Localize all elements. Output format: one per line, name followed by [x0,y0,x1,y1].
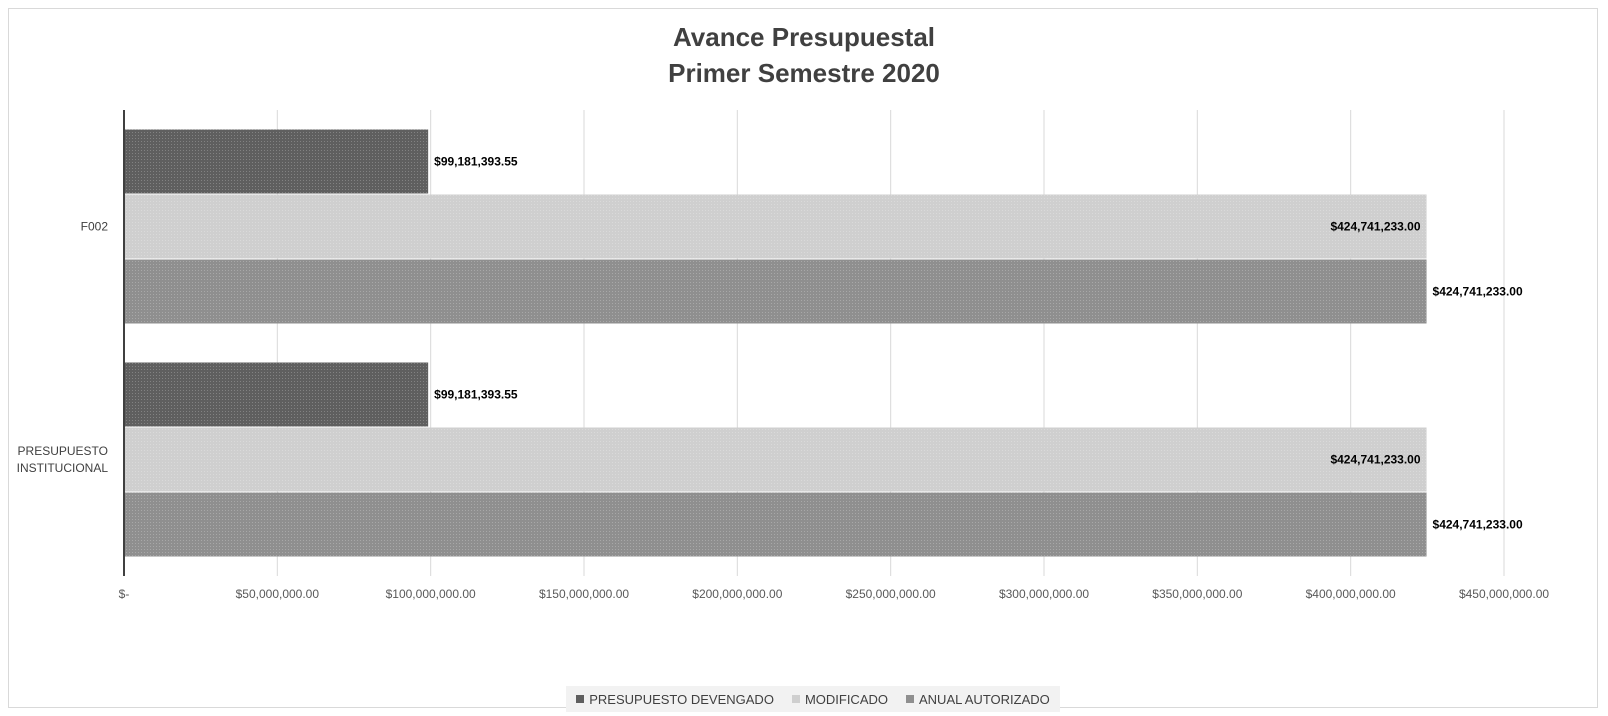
legend-label: PRESUPUESTO DEVENGADO [589,691,774,707]
bar-texture [124,427,1427,492]
x-tick-label: $250,000,000.00 [846,587,936,601]
bar-texture [124,259,1427,324]
bar-texture [124,194,1427,259]
category-label: PRESUPUESTO INSTITUCIONAL [17,444,109,475]
data-label: $424,741,233.00 [1330,220,1420,234]
x-tick-label: $300,000,000.00 [999,587,1089,601]
x-tick-label: $200,000,000.00 [692,587,782,601]
legend-swatch [791,695,800,703]
bar-texture [124,362,429,427]
legend: PRESUPUESTO DEVENGADO MODIFICADO ANUAL AUT… [566,686,1060,712]
legend-swatch [576,695,585,703]
legend-item: PRESUPUESTO DEVENGADO [576,692,774,707]
x-tick-label: $450,000,000.00 [1459,587,1549,601]
chart-title: Avance Presupuestal [672,22,936,52]
data-label: $99,181,393.55 [434,155,518,169]
x-tick-label: $350,000,000.00 [1152,587,1242,601]
bar-texture [124,492,1427,557]
bar-texture [124,129,429,194]
x-tick-label: $- [119,587,130,601]
legend-label: ANUAL AUTORIZADO [919,691,1050,707]
category-label: F002 [81,220,109,234]
x-tick-label: $150,000,000.00 [539,587,629,601]
legend-item: ANUAL AUTORIZADO [906,692,1050,707]
data-label: $99,181,393.55 [434,388,518,402]
legend-label: MODIFICADO [804,691,888,707]
data-label: $424,741,233.00 [1433,285,1523,299]
data-label: $424,741,233.00 [1433,518,1523,532]
x-tick-label: $100,000,000.00 [386,587,476,601]
chart-subtitle: Primer Semestre 2020 [668,58,940,88]
legend-swatch [906,695,914,703]
data-label: $424,741,233.00 [1330,453,1420,467]
x-tick-label: $400,000,000.00 [1306,587,1396,601]
legend-item: MODIFICADO [791,691,888,707]
x-tick-label: $50,000,000.00 [236,587,320,601]
